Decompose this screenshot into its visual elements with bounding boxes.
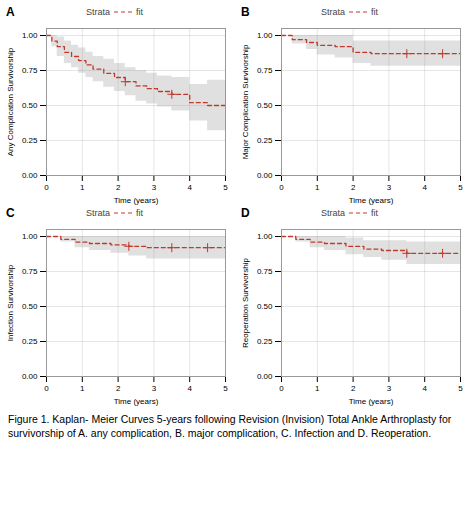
svg-text:1: 1: [80, 183, 85, 192]
svg-text:0.00: 0.00: [257, 372, 273, 381]
svg-text:0.25: 0.25: [22, 136, 38, 145]
html-text:fit: fit: [136, 7, 143, 17]
html-text:C: C: [6, 206, 15, 220]
svg-text:1.00: 1.00: [22, 31, 38, 40]
svg-text:4: 4: [187, 183, 192, 192]
svg-text:4: 4: [187, 384, 192, 393]
svg-text:5: 5: [223, 183, 228, 192]
svg-text:Time (years): Time (years): [114, 196, 159, 205]
svg-text:0: 0: [279, 384, 284, 393]
svg-text:0.25: 0.25: [22, 337, 38, 346]
svg-text:0.50: 0.50: [257, 302, 273, 311]
svg-text:0.50: 0.50: [257, 101, 273, 110]
svg-text:0.00: 0.00: [22, 171, 38, 180]
svg-text:4: 4: [422, 384, 427, 393]
html-text:Strata: Strata: [86, 208, 110, 218]
html-text:D: D: [241, 206, 250, 220]
svg-text:1: 1: [80, 384, 85, 393]
html-text:fit: fit: [136, 208, 143, 218]
svg-text:0.75: 0.75: [22, 66, 38, 75]
svg-text:1.00: 1.00: [257, 232, 273, 241]
svg-text:Infection Survivorship: Infection Survivorship: [6, 264, 15, 341]
html-text:Strata: Strata: [321, 7, 345, 17]
svg-text:Major Complication Survivorshi: Major Complication Survivorship: [241, 44, 250, 159]
html-text:A: A: [6, 5, 15, 19]
svg-text:0.00: 0.00: [22, 372, 38, 381]
svg-text:3: 3: [387, 384, 392, 393]
svg-text:Any Complication Survivorship: Any Complication Survivorship: [6, 47, 15, 156]
svg-text:0.25: 0.25: [257, 337, 273, 346]
svg-text:Reoperation Survivorship: Reoperation Survivorship: [241, 258, 250, 348]
svg-text:1.00: 1.00: [22, 232, 38, 241]
svg-text:1.00: 1.00: [257, 31, 273, 40]
svg-text:5: 5: [458, 384, 463, 393]
svg-text:2: 2: [116, 384, 121, 393]
svg-text:Time (years): Time (years): [349, 397, 394, 406]
html-text:Figure 1. Kaplan- Meier Curves: Figure 1. Kaplan- Meier Curves 5-years f…: [8, 413, 452, 440]
svg-text:0.50: 0.50: [22, 101, 38, 110]
html-text:fit: fit: [371, 208, 378, 218]
svg-text:3: 3: [387, 183, 392, 192]
html-text:fit: fit: [371, 7, 378, 17]
html-text:Strata: Strata: [86, 7, 110, 17]
svg-text:1: 1: [315, 384, 320, 393]
svg-text:0.75: 0.75: [257, 66, 273, 75]
svg-text:0: 0: [44, 384, 49, 393]
svg-text:Time (years): Time (years): [114, 397, 159, 406]
svg-text:0.00: 0.00: [257, 171, 273, 180]
svg-text:0.75: 0.75: [257, 267, 273, 276]
html-text:Strata: Strata: [321, 208, 345, 218]
svg-text:2: 2: [351, 183, 356, 192]
svg-text:3: 3: [152, 183, 157, 192]
svg-text:4: 4: [422, 183, 427, 192]
svg-text:5: 5: [458, 183, 463, 192]
svg-text:2: 2: [351, 384, 356, 393]
svg-text:3: 3: [152, 384, 157, 393]
svg-text:0.75: 0.75: [22, 267, 38, 276]
svg-text:0.50: 0.50: [22, 302, 38, 311]
svg-text:0: 0: [44, 183, 49, 192]
svg-text:0.25: 0.25: [257, 136, 273, 145]
svg-text:1: 1: [315, 183, 320, 192]
svg-text:Time (years): Time (years): [349, 196, 394, 205]
html-text:B: B: [241, 5, 250, 19]
svg-text:5: 5: [223, 384, 228, 393]
svg-text:0: 0: [279, 183, 284, 192]
svg-text:2: 2: [116, 183, 121, 192]
